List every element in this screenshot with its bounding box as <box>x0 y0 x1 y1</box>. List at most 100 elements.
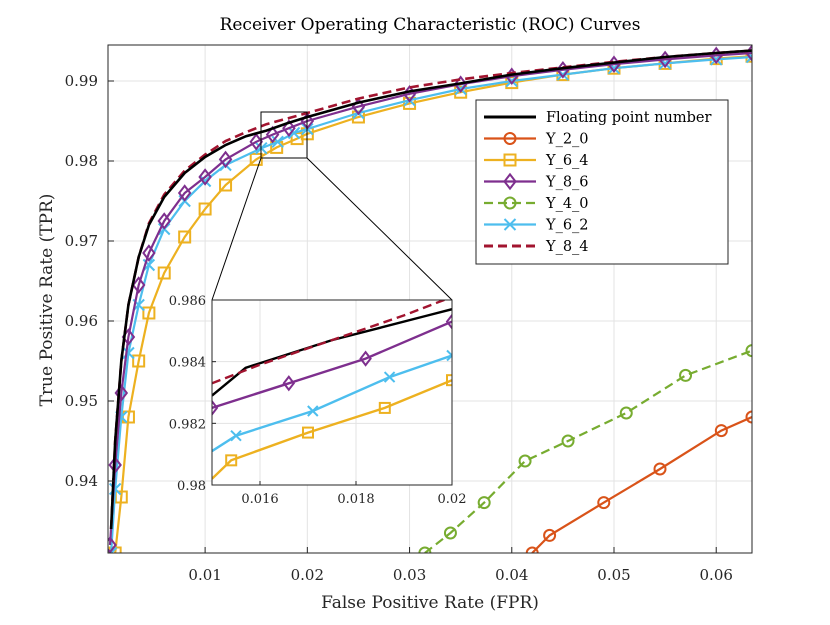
series-line-floating-point-number <box>109 49 752 530</box>
data-point-y-2-0 <box>597 496 611 510</box>
data-point-y-8-6 <box>114 384 129 402</box>
legend-label: Y_8_6 <box>545 175 589 191</box>
data-point-y-6-4 <box>142 306 156 320</box>
data-point-y-6-2 <box>108 482 122 496</box>
data-point-y-4-0 <box>477 496 491 510</box>
x-tick-label: 0.02 <box>291 566 324 584</box>
legend-marker <box>503 153 517 167</box>
inset-data-point-y-6-2 <box>446 349 452 362</box>
legend-marker <box>503 218 517 231</box>
data-point-y-2-0 <box>543 528 557 542</box>
x-tick-label: 0.01 <box>188 566 221 584</box>
data-point-y-6-2 <box>198 174 212 188</box>
data-point-y-4-0 <box>443 526 457 540</box>
inset-frame <box>211 299 453 486</box>
data-point-y-2-0 <box>714 424 728 438</box>
inset-y-tick-label: 0.984 <box>169 356 206 371</box>
data-point-y-6-4 <box>454 85 468 99</box>
inset-data-point-y-6-4 <box>225 454 238 467</box>
legend-label: Y_6_4 <box>545 153 589 169</box>
zoom-region-box <box>260 111 308 159</box>
legend-entry-y-8-4: Y_8_4 <box>484 239 589 255</box>
legend-entry-y-6-4: Y_6_4 <box>484 153 589 169</box>
inset-series-y-6-4 <box>212 374 452 480</box>
inset-line-y-6-4 <box>212 379 452 480</box>
data-point-y-6-4 <box>219 178 233 192</box>
inset-x-tick-label: 0.02 <box>438 492 467 507</box>
data-point-y-8-6 <box>108 536 117 553</box>
x-tick-label: 0.03 <box>393 566 426 584</box>
legend-entry-y-6-2: Y_6_2 <box>484 218 589 234</box>
data-point-y-6-2 <box>287 126 301 140</box>
y-tick-label: 0.99 <box>65 72 98 90</box>
legend-marker <box>503 196 517 210</box>
data-point-y-6-4 <box>121 410 135 424</box>
legend-label: Y_4_0 <box>545 196 589 212</box>
zoom-connector-right <box>306 157 453 301</box>
inset-series-y-8-4 <box>212 300 448 385</box>
data-point-y-4-0 <box>745 344 752 358</box>
main-plot-frame <box>107 44 753 554</box>
data-point-y-2-0 <box>525 546 539 553</box>
legend-entry-y-2-0: Y_2_0 <box>484 132 589 148</box>
data-point-y-4-0 <box>561 434 575 448</box>
legend-label: Floating point number <box>546 110 711 126</box>
data-point-y-2-0 <box>653 462 667 476</box>
data-point-y-6-2 <box>108 546 118 553</box>
main-axis-ticks: 0.01 0.02 0.03 0.04 0.05 0.06 0.94 0.95 0.96 0.97… <box>65 72 733 584</box>
data-point-y-8-6 <box>177 184 192 202</box>
data-point-y-8-6 <box>108 456 122 474</box>
inset-series-group <box>212 300 452 480</box>
inset-data-point-y-6-2 <box>307 405 319 417</box>
legend-marker <box>503 132 517 145</box>
inset-data-point-y-8-6 <box>282 375 296 392</box>
inset-data-point-y-6-4 <box>302 426 314 439</box>
series-y-2-0 <box>525 410 752 553</box>
series-floating-point-number <box>109 49 752 530</box>
inset-data-point-y-8-6 <box>445 313 452 330</box>
y-tick-label: 0.95 <box>65 392 98 410</box>
main-series-group <box>108 45 752 553</box>
y-tick-label: 0.98 <box>65 152 98 170</box>
data-point-y-4-0 <box>418 546 432 553</box>
legend-entry-y-8-6: Y_8_6 <box>484 172 589 191</box>
inset-line-y-8-4 <box>212 300 448 385</box>
y-tick-label: 0.96 <box>65 312 98 330</box>
data-point-y-6-4 <box>745 49 752 63</box>
x-tick-label: 0.04 <box>495 566 528 584</box>
zoom-connector-left <box>211 157 262 301</box>
data-point-y-6-4 <box>157 266 171 280</box>
data-point-y-8-6 <box>198 168 212 186</box>
data-point-y-6-4 <box>351 110 365 124</box>
y-axis-label: True Positive Rate (TPR) <box>37 194 57 407</box>
data-point-y-2-0 <box>745 410 752 424</box>
y-tick-label: 0.94 <box>65 472 98 490</box>
x-tick-label: 0.05 <box>597 566 630 584</box>
data-point-y-8-6 <box>142 244 156 262</box>
data-point-y-6-2 <box>122 346 135 360</box>
inset-background <box>212 300 452 485</box>
data-point-y-4-0 <box>679 368 693 382</box>
data-point-y-8-6 <box>249 133 263 151</box>
data-point-y-8-6 <box>265 125 280 144</box>
inset-series-y-8-6 <box>212 313 452 417</box>
data-point-y-4-0 <box>518 454 532 468</box>
data-point-y-6-4 <box>403 96 417 110</box>
legend-label: Y_2_0 <box>545 132 589 148</box>
data-point-y-6-4 <box>132 354 146 368</box>
inset-data-point-y-6-2 <box>230 429 242 442</box>
series-y-4-0 <box>418 344 752 553</box>
inset-data-point-y-6-4 <box>446 374 452 387</box>
inset-line-y-8-6 <box>212 320 452 410</box>
series-line-y-4-0 <box>424 349 752 553</box>
data-point-y-8-6 <box>157 212 171 230</box>
x-axis-label: False Positive Rate (FPR) <box>321 593 539 613</box>
inset-data-point-y-8-6 <box>359 350 372 367</box>
inset-y-tick-label: 0.986 <box>169 294 206 309</box>
data-point-y-6-4 <box>178 230 192 244</box>
chart-title: Receiver Operating Characteristic (ROC) … <box>220 15 641 35</box>
series-line-y-8-6 <box>108 51 752 546</box>
inset-data-point-y-6-2 <box>383 371 396 383</box>
data-point-y-6-2 <box>271 135 284 149</box>
